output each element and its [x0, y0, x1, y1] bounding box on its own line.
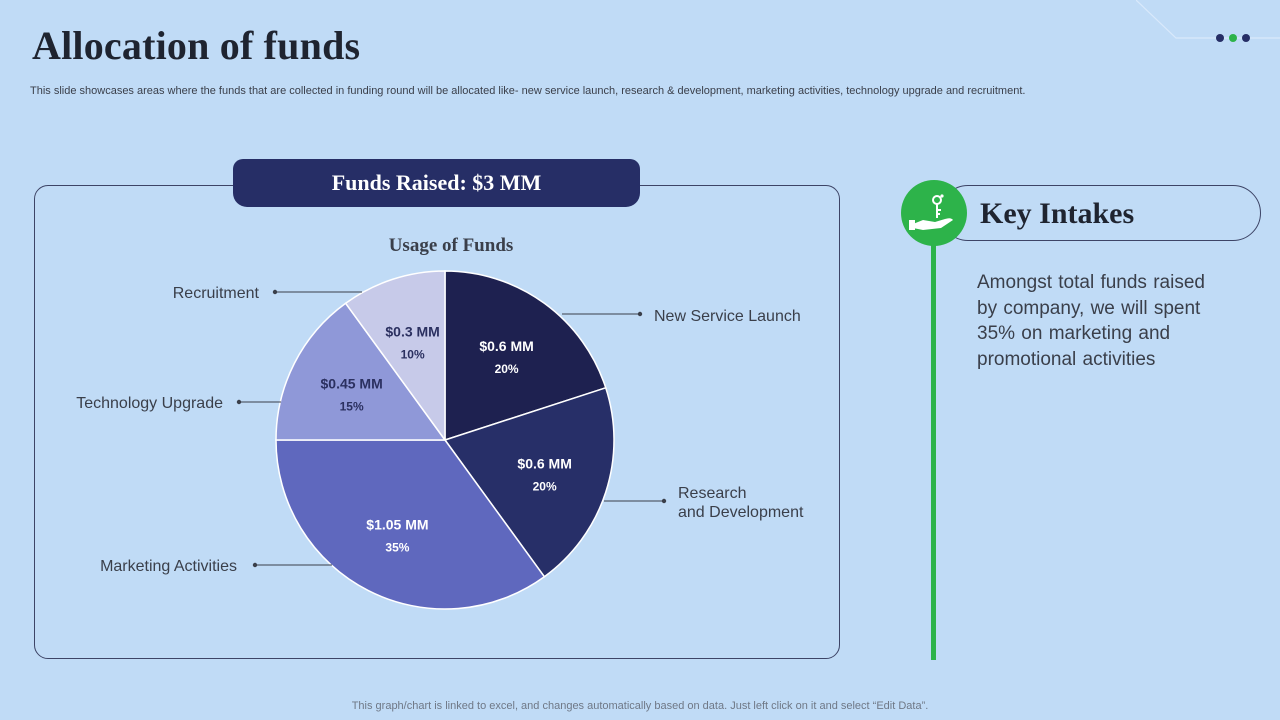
leader-dot: [272, 289, 278, 295]
category-label: Research and Development: [678, 485, 804, 521]
hand-key-icon: [901, 180, 967, 246]
slice-percent-label: 15%: [340, 399, 364, 413]
slice-amount-label: $1.05 MM: [366, 516, 428, 532]
slice-percent-label: 20%: [533, 479, 557, 493]
pie-slice: [444, 270, 607, 442]
key-intakes-text: Amongst total funds raised by company, w…: [977, 272, 1205, 370]
key-intakes-title: Key Intakes: [980, 197, 1135, 230]
slice-amount-label: $0.3 MM: [385, 323, 439, 339]
funds-raised-banner: Funds Raised: $3 MM: [233, 159, 640, 207]
category-label: Technology Upgrade: [76, 395, 223, 412]
category-label: Marketing Activities: [100, 558, 237, 575]
pie-slice: [443, 386, 615, 578]
slice-amount-label: $0.6 MM: [517, 455, 571, 471]
leader-dot: [637, 311, 643, 317]
key-intakes-line: [931, 240, 936, 660]
leader-dot: [252, 562, 258, 568]
slice-percent-label: 35%: [385, 540, 409, 554]
chart-title: Usage of Funds: [389, 235, 514, 256]
slice-percent-label: 20%: [495, 362, 519, 376]
slice-percent-label: 10%: [401, 347, 425, 361]
slice-amount-label: $0.6 MM: [479, 338, 533, 354]
pie-slice: [275, 302, 447, 441]
pie-slice: [275, 439, 546, 610]
page-title: Allocation of funds: [32, 23, 361, 68]
leader-dot: [236, 399, 242, 405]
leader-dot: [661, 498, 667, 504]
footer-note: This graph/chart is linked to excel, and…: [351, 700, 929, 712]
category-label: Recruitment: [173, 285, 260, 302]
pie-slice: [344, 270, 446, 443]
page-subtitle: This slide showcases areas where the fun…: [30, 85, 1026, 97]
dot-3: [1242, 34, 1250, 42]
slice-amount-label: $0.45 MM: [321, 375, 383, 391]
dot-1: [1216, 34, 1224, 42]
dot-2: [1229, 34, 1237, 42]
slide-dots: [1216, 34, 1250, 42]
category-label: New Service Launch: [654, 308, 801, 325]
